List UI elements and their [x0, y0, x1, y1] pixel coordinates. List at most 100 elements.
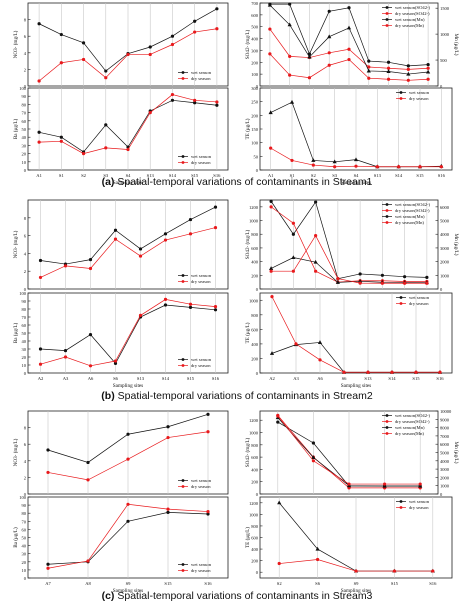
panel-a-left-bottom-series-1-point: [126, 147, 130, 152]
panel-c-left-bottom-ytick-label: 70: [22, 519, 27, 524]
panel-a-left-bottom-legend-label: dry season: [191, 160, 211, 165]
panel-a-right-bottom-series-1-point: [354, 164, 358, 168]
panel-b-right-bottom-ytick-label: 200: [251, 356, 259, 361]
panel-b-right-top-series-1-line: [270, 206, 427, 283]
caption-a-text: Spatial-temporal variations of contamina…: [117, 176, 373, 188]
panel-c-left-top-ylabel: NO3- (mg/L): [12, 438, 19, 466]
panel-a-right-top-legend-label: wet season(SO42-): [395, 5, 431, 10]
panel-c-right-top-legend-marker: [385, 426, 389, 429]
panel-b-right-bottom-ytick-label: 0: [256, 371, 259, 376]
panel-a-right-top-series-0-point: [367, 59, 371, 63]
panel-b-left-top-series-1-point: [88, 266, 93, 271]
panel-a-left-bottom-ytick-label: 20: [22, 152, 27, 157]
panel-b-right-top-legend-label: dry season(Mn): [395, 220, 424, 225]
panel-a-right-top-series-2-point: [426, 69, 431, 74]
panel-c-left-top-series-0-point: [206, 412, 210, 416]
panel-a-right-top-series-1-point: [426, 66, 430, 70]
panel-c-right-top-legend-label: wet season(SO42-): [395, 413, 431, 418]
panel-a-left-top-series-1-point: [59, 61, 63, 65]
panel-c-left-bottom-ytick-label: 100: [19, 495, 27, 500]
panel-a-left-top-ytick-label: 6: [24, 34, 27, 39]
panel-a-right-top-series-2-point: [346, 25, 352, 30]
panel-a-right-bottom-series-1-point: [418, 165, 422, 169]
panel-a-left-bottom-xtick-label: S3: [103, 173, 109, 178]
panel-b-left-bottom-series-1-point: [163, 297, 168, 301]
panel-c-right-top-y2tick-label: 8000: [440, 426, 450, 431]
panel-b-right-top-series-0-point: [425, 275, 429, 279]
panel-a-right-top-series-1-point: [327, 51, 331, 55]
panel-a-right-top-legend-marker: [385, 24, 389, 27]
panel-c-right-top-y2label: Mn (μg/L): [453, 442, 460, 464]
panel-a-right-top-series-1-point: [347, 47, 351, 51]
panel-b-right-top-series-1-point: [291, 221, 295, 225]
panel-b-left-top-legend-label: wet season: [191, 273, 212, 278]
caption-c-label: (c): [101, 590, 115, 602]
panel-a-left-bottom-series-0-point: [59, 135, 63, 139]
panel-b-right-top-y2tick-label: 1000: [440, 273, 450, 278]
panel-c-left-top-series-1-point: [166, 435, 170, 440]
panel-c-right-top-legend-marker: [385, 414, 389, 417]
panel-b-left-bottom-ytick-label: 70: [22, 315, 27, 320]
panel-b-left-bottom-ytick-label: 10: [22, 363, 27, 368]
panel-a-right-bottom-legend-label: dry season: [409, 96, 429, 101]
panel-b-right-bottom-xtick-label: A2: [269, 376, 275, 381]
panel-a-left-bottom-series-0-point: [193, 101, 197, 105]
panel-c-right-top-y2tick-label: 6000: [440, 442, 450, 447]
panel-b-right-bottom-legend-marker: [399, 296, 403, 299]
panel-a-left-top-series-1-point: [193, 30, 197, 34]
panel-b-right-top-y2tick-label: 6000: [440, 205, 450, 210]
panel-b-right-top-series-3-point: [314, 234, 318, 238]
panel-a-left-bottom-series-0-point: [104, 123, 108, 127]
panel-b-left-top-series-1-point: [113, 237, 118, 241]
panel-a-left-bottom-xtick-label: S15: [191, 173, 199, 178]
panel-b-left-top-series-0-point: [188, 217, 193, 222]
panel-a-left-bottom-series-0-point: [37, 130, 41, 134]
panel-c-left-bottom-ytick-label: 90: [22, 503, 27, 508]
panel-a-left-bottom-legend-marker: [181, 155, 185, 158]
panel-a-left-bottom-ytick-label: 70: [22, 111, 27, 116]
panel-b-left-bottom-legend-label: dry season: [191, 363, 211, 368]
panel-a-left-bottom-series-1-point: [104, 146, 108, 150]
panel-a-right-bottom-series-1-point: [375, 165, 379, 169]
panel-b-right-bottom-xtick-label: A3: [293, 376, 299, 381]
panel-c-right-bottom-ytick-label: 800: [251, 524, 259, 529]
panel-c-right-bottom-xtick-label: S15: [391, 581, 399, 586]
panel-a-right-bottom-xtick-label: A1: [268, 173, 274, 178]
panel-b-right-bottom-legend-label: wet season: [409, 295, 430, 300]
panel-b-left-bottom-ytick-label: 90: [22, 299, 27, 304]
panel-a-right-bottom-series-0-point: [311, 158, 316, 162]
panel-a-left-bottom-ytick-label: 80: [22, 102, 27, 107]
panel-b-left-bottom-ytick-label: 100: [19, 291, 27, 296]
panel-a-right-bottom-xtick-label: S1: [290, 173, 296, 178]
panel-b-right-top-series-2-point: [313, 259, 318, 264]
panel-c-left-bottom-ytick-label: 20: [22, 560, 27, 565]
panel-b-right-top-y2tick-label: 2000: [440, 260, 450, 265]
panel-a-left-top-series-1-point: [170, 42, 175, 47]
panel-b-left-bottom-ytick-label: 80: [22, 307, 27, 312]
panel-c-left-top-series-0-point: [86, 460, 90, 465]
panel-b-left-top-series-1-point: [213, 225, 218, 230]
panel-c-left-bottom-xtick-label: S9: [126, 581, 132, 586]
panel-a-left-top-series-1-point: [215, 27, 219, 31]
panel-c-left-top-legend-label: dry season: [191, 484, 211, 489]
panel-c-left-bottom-series-1-point: [126, 502, 130, 506]
panel-a-right-top-ytick-label: 200: [251, 60, 259, 65]
panel-b-left-bottom-xtick-label: A3: [63, 376, 69, 381]
panel-b-left-bottom-series-0-point: [163, 303, 168, 307]
panel-c-right-top-ylabel: SO42- (mg/L): [244, 437, 251, 467]
panel-a-right-bottom-series-0-point: [332, 159, 337, 164]
panel-a-right-bottom-series-0-point: [289, 99, 295, 104]
panel-c-right-top-ytick-label: 1000: [249, 431, 259, 436]
panel-b-right-bottom-ylabel: TE (μg/L): [244, 322, 251, 343]
panel-a-left-top-ytick-label: 4: [24, 51, 27, 56]
panel-c-left-top-ytick-label: 2: [24, 475, 26, 480]
panel-b-right-top-ytick-label: 800: [251, 232, 259, 237]
panel-b-left-bottom-ytick-label: 0: [24, 371, 27, 376]
panel-c-right-top-ytick-label: 600: [251, 455, 259, 460]
panel-b-right-bottom-series-1-point: [366, 370, 370, 374]
panel-a-left-bottom-series-1-point: [170, 92, 175, 97]
panel-a-left-bottom-series-1-point: [37, 140, 41, 144]
panel-b-left-top-series-0-line: [40, 206, 216, 265]
panel-c-left-bottom-series-0-point: [126, 519, 130, 523]
panel-b-right-bottom-legend-marker: [399, 302, 403, 305]
